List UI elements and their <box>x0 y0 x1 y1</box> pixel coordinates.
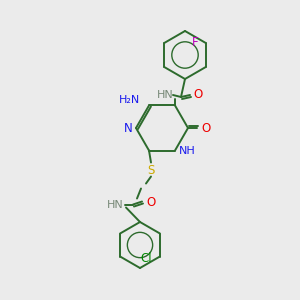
Text: N: N <box>124 122 132 134</box>
Text: HN: HN <box>106 200 123 209</box>
Text: HN: HN <box>157 90 173 100</box>
Text: Cl: Cl <box>140 252 152 265</box>
Text: O: O <box>201 122 211 134</box>
Text: S: S <box>147 164 155 177</box>
Text: O: O <box>194 88 202 101</box>
Text: H₂N: H₂N <box>118 95 140 106</box>
Text: O: O <box>146 196 156 209</box>
Text: NH: NH <box>178 146 195 155</box>
Text: F: F <box>191 35 198 49</box>
